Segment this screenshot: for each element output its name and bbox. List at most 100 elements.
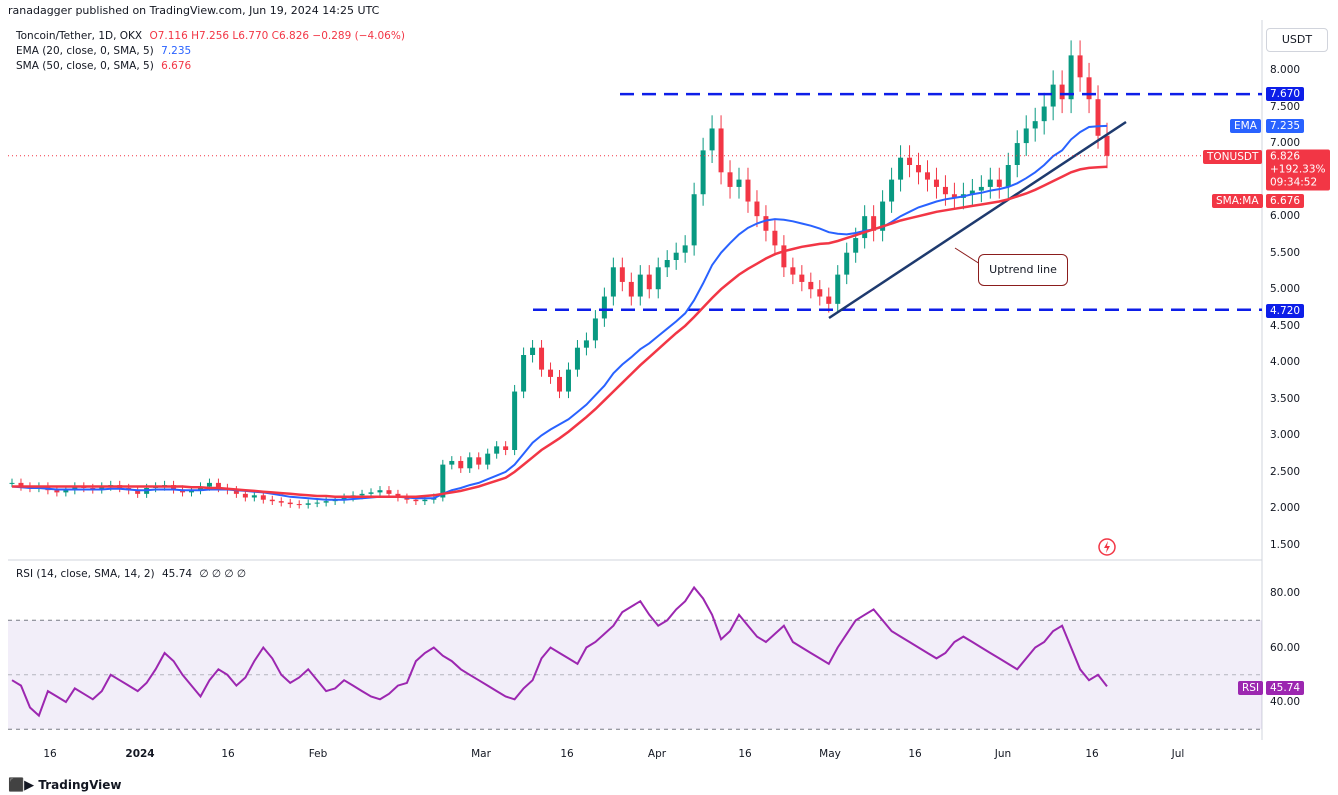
candle-body [180,489,186,493]
candle-body [377,490,383,493]
candle-body [646,274,652,290]
candle-body [727,172,733,187]
sma-axis-tag: SMA:MA [1212,194,1263,208]
candle-body [539,347,545,370]
candle-body [485,453,491,465]
branding-text: TradingView [38,778,122,792]
candle-body [951,194,957,198]
candle-body [978,186,984,191]
candle-body [557,376,562,392]
candle-body [889,179,895,202]
candle-body [700,150,706,195]
candle-body [763,216,769,231]
candle-body [171,485,177,490]
ema-legend[interactable]: EMA (20, close, 0, SMA, 5) 7.235 [16,45,191,58]
ton-timer: 09:34:52 [1270,176,1318,189]
candle-body [871,216,877,231]
candle-body [458,460,464,469]
candle-body [341,497,347,500]
candle-body [503,446,509,450]
candle-body [1005,165,1011,187]
time-tick-label: May [819,748,841,760]
candle-body [1032,121,1038,129]
candle-body [619,267,625,282]
candle-body [960,194,966,198]
rsi-line [11,585,1108,718]
candle-body [332,499,338,502]
candle-body [682,245,688,253]
candle-body [530,347,536,355]
sma-legend[interactable]: SMA (50, close, 0, SMA, 5) 6.676 [16,60,191,73]
candle-body [386,490,392,494]
candle-body [1068,55,1074,100]
candle-body [736,179,742,187]
candle-body [565,369,571,392]
rsi-legend[interactable]: RSI (14, close, SMA, 14, 2) 45.74 ∅ ∅ ∅ … [16,568,246,581]
currency-unit-button[interactable]: USDT [1266,28,1328,52]
symbol-name[interactable]: Toncoin/Tether, 1D, OKX [16,30,143,42]
candle-body [45,486,51,491]
ton-price-box: 6.826 +192.33% 09:34:52 [1266,149,1330,191]
time-tick-label: Apr [647,748,667,760]
candle-body [996,179,1002,187]
candle-body [817,289,823,297]
uptrend-line-annotation[interactable]: Uptrend line [978,254,1068,286]
price-tick-label: 7.500 [1270,100,1301,113]
candle-body [278,501,284,503]
price-tick-label: 4.000 [1270,356,1301,369]
candle-body [942,186,948,195]
candle-body [296,504,302,506]
tradingview-logo[interactable]: ⬛▶ TradingView [8,778,122,793]
candle-body [1041,106,1047,122]
candle-body [189,490,195,493]
level-low-tag: 4.720 [1266,304,1305,318]
rsi-tick-label: 80.00 [1270,587,1301,599]
time-tick-label: 16 [43,748,57,760]
candle-body [610,267,616,297]
candle-body [1086,77,1092,100]
candle-body [153,486,159,488]
annotation-pointer [954,247,981,265]
candle-body [206,482,212,487]
price-tick-label: 2.500 [1270,465,1301,478]
tradingview-logo-mark-icon: ⬛▶ [8,778,35,793]
candle-body [494,446,500,454]
candle-body [242,493,248,498]
candle-body [476,457,482,465]
candle-body [413,499,419,502]
candle-body [27,486,33,488]
time-tick-label: 16 [1085,748,1099,760]
candle-body [287,502,293,505]
ohlc-values: O7.116 H7.256 L6.770 C6.826 −0.289 (−4.0… [149,30,405,42]
sma-legend-value: 6.676 [161,60,192,72]
candle-body [350,495,356,498]
time-tick-label: 2024 [125,748,155,760]
candle-body [63,490,69,493]
ton-change: +192.33% [1270,163,1326,176]
time-tick-label: Jun [994,748,1012,760]
candle-body [395,493,401,498]
candle-body [907,157,913,165]
price-tick-label: 7.000 [1270,137,1301,150]
candle-body [1104,135,1110,156]
candle-body [772,230,778,246]
time-tick-label: 16 [221,748,235,760]
candle-body [853,238,859,253]
candle-body [440,464,446,498]
ema-axis-value: 7.235 [1266,119,1305,133]
lightning-icon[interactable] [1097,537,1117,557]
candle-body [601,296,607,319]
candle-body [691,194,697,246]
candle-body [592,318,598,341]
candle-body [251,495,257,498]
candle-body [162,485,168,487]
ton-axis-tag: TONUSDT [1203,150,1263,164]
candle-body [359,493,365,496]
candle-body [844,252,850,275]
candle-body [404,497,410,500]
candle-body [422,499,428,502]
candle-body [1077,55,1083,78]
candle-body [269,499,275,502]
candle-body [628,281,634,297]
